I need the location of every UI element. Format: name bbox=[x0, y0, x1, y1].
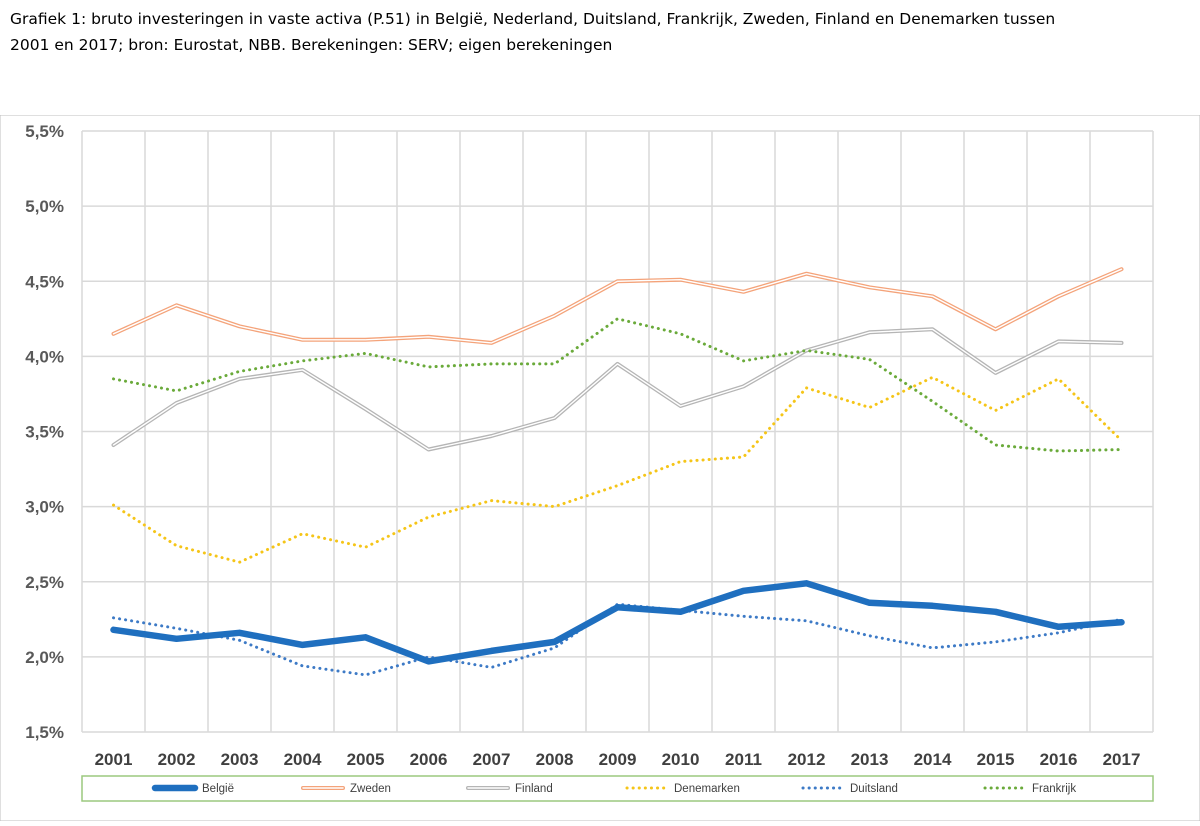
y-tick-label: 5,0% bbox=[25, 197, 64, 216]
legend-label: Zweden bbox=[350, 783, 391, 795]
y-tick-label: 5,5% bbox=[25, 122, 64, 141]
legend-label: Denemarken bbox=[674, 783, 740, 795]
x-tick-label: 2006 bbox=[410, 750, 448, 769]
x-tick-label: 2009 bbox=[599, 750, 637, 769]
x-tick-label: 2008 bbox=[536, 750, 574, 769]
y-axis-tick-labels: 1,5% 2,0% 2,5% 3,0% 3,5% 4,0% 4,5% 5,0% 5,5% bbox=[25, 122, 64, 742]
x-tick-label: 2001 bbox=[95, 750, 133, 769]
x-tick-label: 2015 bbox=[977, 750, 1015, 769]
x-tick-label: 2013 bbox=[851, 750, 889, 769]
x-tick-label: 2014 bbox=[914, 750, 952, 769]
legend-label: Duitsland bbox=[850, 783, 898, 795]
y-tick-label: 1,5% bbox=[25, 723, 64, 742]
x-tick-label: 2016 bbox=[1040, 750, 1078, 769]
x-axis-tick-labels: 2001 2002 2003 2004 2005 2006 2007 2008 2009 2010… bbox=[95, 750, 1141, 769]
caption-line-2: 2001 en 2017; bron: Eurostat, NBB. Berek… bbox=[10, 32, 1190, 58]
line-chart: 1,5% 2,0% 2,5% 3,0% 3,5% 4,0% 4,5% 5,0% 5,5% 200… bbox=[0, 115, 1200, 821]
chart-area: 1,5% 2,0% 2,5% 3,0% 3,5% 4,0% 4,5% 5,0% 5,5% 200… bbox=[0, 115, 1200, 821]
legend-label: Frankrijk bbox=[1032, 783, 1076, 795]
x-tick-label: 2010 bbox=[662, 750, 700, 769]
y-tick-label: 3,5% bbox=[25, 423, 64, 442]
x-tick-label: 2005 bbox=[347, 750, 385, 769]
caption-line-1: Grafiek 1: bruto investeringen in vaste … bbox=[10, 6, 1190, 32]
x-tick-label: 2011 bbox=[725, 750, 762, 769]
y-tick-label: 4,0% bbox=[25, 347, 64, 366]
chart-caption: Grafiek 1: bruto investeringen in vaste … bbox=[10, 6, 1190, 58]
y-tick-label: 3,0% bbox=[25, 498, 64, 517]
legend-label: Finland bbox=[515, 783, 553, 795]
y-tick-label: 4,5% bbox=[25, 272, 64, 291]
legend-label: België bbox=[202, 783, 234, 795]
chart-legend: België Zweden Finland Denemarken Duitsland Fr… bbox=[82, 776, 1153, 801]
chart-border bbox=[0, 115, 1200, 821]
x-tick-label: 2003 bbox=[221, 750, 259, 769]
y-tick-label: 2,5% bbox=[25, 573, 64, 592]
y-tick-label: 2,0% bbox=[25, 648, 64, 667]
x-tick-label: 2004 bbox=[284, 750, 322, 769]
x-tick-label: 2012 bbox=[788, 750, 826, 769]
x-tick-label: 2002 bbox=[158, 750, 196, 769]
x-tick-label: 2007 bbox=[473, 750, 511, 769]
x-tick-label: 2017 bbox=[1103, 750, 1141, 769]
